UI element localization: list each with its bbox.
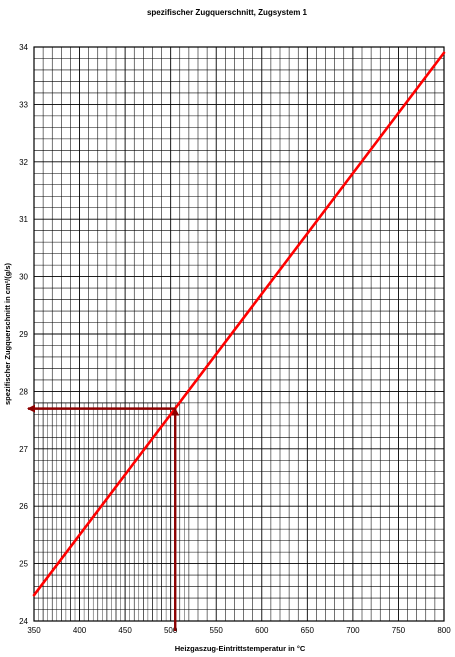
y-tick-label: 24 — [19, 617, 28, 626]
x-tick-label: 550 — [210, 626, 224, 635]
y-tick-label: 31 — [19, 215, 28, 224]
y-tick-label: 33 — [19, 100, 28, 109]
y-tick-label: 28 — [19, 387, 28, 396]
y-tick-label: 34 — [19, 43, 28, 52]
x-axis-ticks: 350 400 450 500 550 600 650 700 750 800 — [27, 626, 451, 635]
y-tick-label: 27 — [19, 445, 28, 454]
y-tick-label: 30 — [19, 273, 28, 282]
x-tick-label: 750 — [392, 626, 406, 635]
y-tick-label: 29 — [19, 330, 28, 339]
x-tick-label: 800 — [437, 626, 451, 635]
y-tick-label: 25 — [19, 560, 28, 569]
annotations — [27, 404, 180, 631]
y-tick-label: 26 — [19, 502, 28, 511]
series — [32, 51, 446, 597]
x-tick-label: 600 — [255, 626, 269, 635]
plot-area-frame — [33, 46, 445, 622]
x-tick-label: 500 — [164, 626, 178, 635]
y-axis-ticks: 24 25 26 27 28 29 30 31 32 33 34 — [19, 43, 28, 626]
series-line — [32, 51, 446, 597]
y-tick-label: 32 — [19, 158, 28, 167]
x-tick-label: 450 — [118, 626, 132, 635]
x-tick-label: 400 — [73, 626, 87, 635]
x-tick-label: 650 — [301, 626, 315, 635]
x-axis-label: Heizgaszug-Eintrittstemperatur in °C — [175, 644, 306, 653]
chart-title: spezifischer Zugquerschnitt, Zugsystem 1 — [147, 8, 308, 17]
y-axis-label: spezifischer Zugquerschnitt in cm²/(g/s) — [3, 262, 12, 405]
x-tick-label: 700 — [346, 626, 360, 635]
grid — [33, 46, 445, 622]
x-tick-label: 350 — [27, 626, 41, 635]
